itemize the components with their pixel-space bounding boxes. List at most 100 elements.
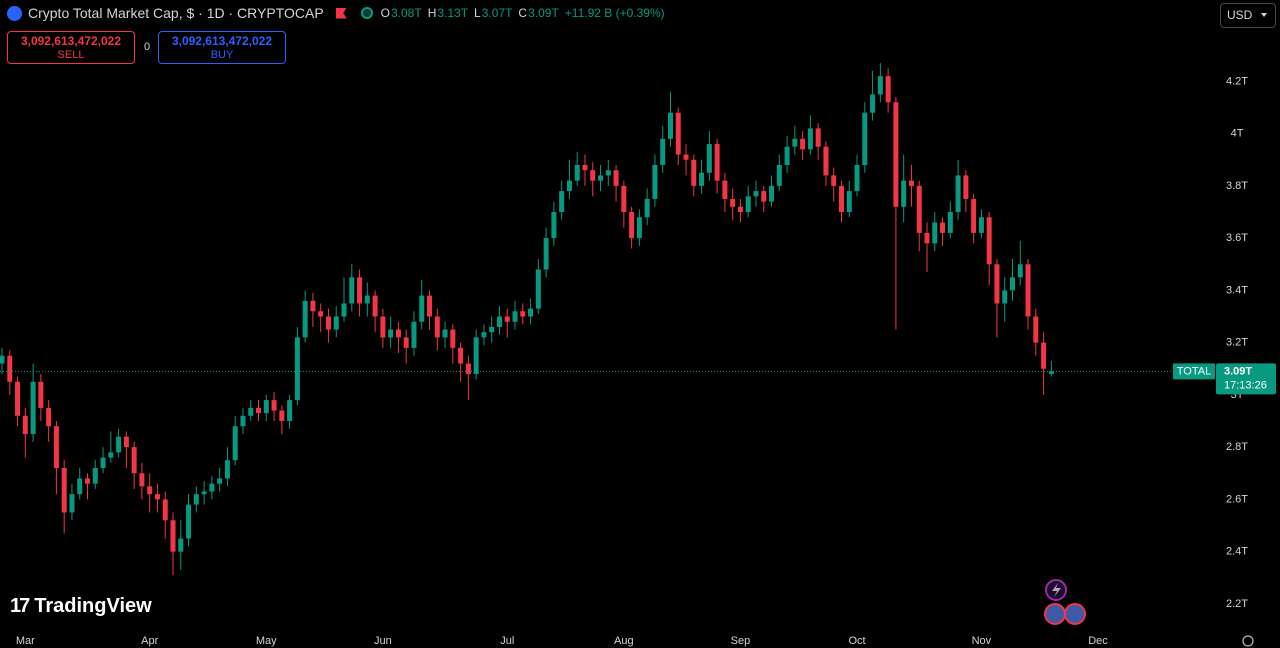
candle-body: [131, 447, 137, 474]
candle-body: [186, 504, 192, 539]
ohlc-item: H3.13T: [428, 6, 468, 20]
candle-body: [963, 175, 969, 199]
candle-body: [1025, 264, 1031, 317]
ohlc-item: O3.08T: [381, 6, 422, 20]
sell-price: 3,092,613,472,022: [20, 34, 122, 48]
candle-body: [955, 175, 961, 212]
candle-body: [1002, 290, 1008, 304]
flag-icon[interactable]: [335, 7, 347, 19]
candle-body: [566, 180, 572, 192]
candle-body: [683, 154, 689, 160]
candle-body: [621, 185, 627, 212]
candle-body: [691, 159, 697, 186]
candle-body: [1017, 264, 1023, 278]
price-tag-label: 3.09T: [1224, 365, 1252, 377]
x-tick-label: Apr: [141, 635, 158, 647]
candle-body: [473, 337, 479, 374]
y-tick-label: 2.4T: [1226, 546, 1248, 558]
brand-name: TradingView: [34, 595, 152, 617]
market-status: [360, 7, 373, 19]
candle-body: [893, 102, 899, 207]
candle-body: [753, 191, 759, 197]
y-tick-label: 3.2T: [1226, 337, 1248, 349]
price-tag-countdown: 17:13:26: [1224, 379, 1267, 391]
candle-body: [520, 311, 526, 317]
candle-body: [403, 337, 409, 348]
candle-body: [877, 76, 883, 95]
candle-body: [193, 494, 199, 505]
candle-body: [100, 457, 106, 469]
legend-header: Crypto Total Market Cap, $ · 1D · CRYPTO…: [7, 5, 665, 21]
candle-body: [170, 520, 176, 552]
candle-body: [986, 217, 992, 265]
economic-event[interactable]: [1064, 603, 1086, 625]
candle-body: [61, 468, 67, 513]
symbol-title[interactable]: Crypto Total Market Cap, $ · 1D · CRYPTO…: [28, 5, 324, 21]
ohlc-key: O: [380, 6, 390, 20]
candle-body: [838, 185, 844, 212]
candle-body: [940, 222, 946, 233]
ohlc: O3.08T H3.13T L3.07T C3.09T: [381, 6, 559, 20]
candle-body: [807, 128, 813, 150]
candle-body: [800, 138, 806, 150]
candle-body: [154, 494, 160, 500]
candle-body: [256, 407, 262, 414]
candle-body: [644, 198, 650, 218]
candle-body: [924, 232, 930, 244]
candle-body: [38, 381, 44, 408]
candle-body: [217, 478, 223, 484]
candle-body: [652, 164, 658, 199]
candle-body: [434, 316, 440, 338]
candle-body: [349, 277, 355, 304]
candle-body: [675, 112, 681, 155]
candle-body: [792, 138, 798, 147]
candle-body: [1041, 342, 1047, 369]
candle-body: [551, 212, 557, 239]
buy-button[interactable]: 3,092,613,472,022 BUY: [158, 31, 286, 64]
ohlc-key: L: [474, 6, 481, 20]
candle-body: [528, 308, 534, 317]
ohlc-value: 3.08T: [391, 6, 422, 20]
currency-select[interactable]: USD: [1220, 3, 1276, 28]
candle-body: [815, 128, 821, 147]
y-tick-label: 3.4T: [1226, 284, 1248, 296]
ohlc-value: 3.09T: [528, 6, 559, 20]
candle-body: [69, 494, 75, 513]
economic-event[interactable]: [1044, 603, 1066, 625]
candle-body: [395, 329, 401, 338]
settings-icon[interactable]: [1242, 635, 1254, 647]
candle-body: [427, 295, 433, 317]
candle-body: [582, 164, 588, 171]
x-tick-label: Aug: [614, 635, 634, 647]
brand-logo[interactable]: 17 TradingView: [10, 595, 152, 618]
candle-body: [1033, 316, 1039, 343]
x-tick-label: May: [256, 635, 277, 647]
candle-body: [302, 300, 308, 338]
sell-label: SELL: [57, 49, 85, 61]
symbol-logo: [7, 5, 22, 21]
candle-body: [248, 407, 254, 416]
change: +11.92 B (+0.39%): [564, 6, 665, 20]
candle-body: [481, 332, 487, 338]
sell-button[interactable]: 3,092,613,472,022 SELL: [7, 31, 135, 64]
candle-body: [761, 191, 767, 202]
candle-body: [636, 217, 642, 239]
candle-body: [162, 499, 168, 521]
buy-label: BUY: [210, 49, 234, 61]
candle-body: [885, 76, 891, 103]
event-icon-bolt: [1052, 583, 1061, 597]
candle-body: [870, 94, 876, 113]
candle-body: [263, 400, 269, 414]
candle-body: [590, 170, 596, 181]
candle-body: [722, 180, 728, 199]
candle-body: [224, 460, 230, 479]
x-tick-label: Jun: [374, 635, 392, 647]
candle-body: [341, 303, 347, 317]
candle-body: [535, 269, 541, 309]
x-tick-label: Oct: [848, 635, 865, 647]
spread: 0: [144, 41, 151, 53]
candle-body: [364, 295, 370, 304]
candle-body: [574, 164, 580, 181]
candle-body: [0, 355, 5, 364]
